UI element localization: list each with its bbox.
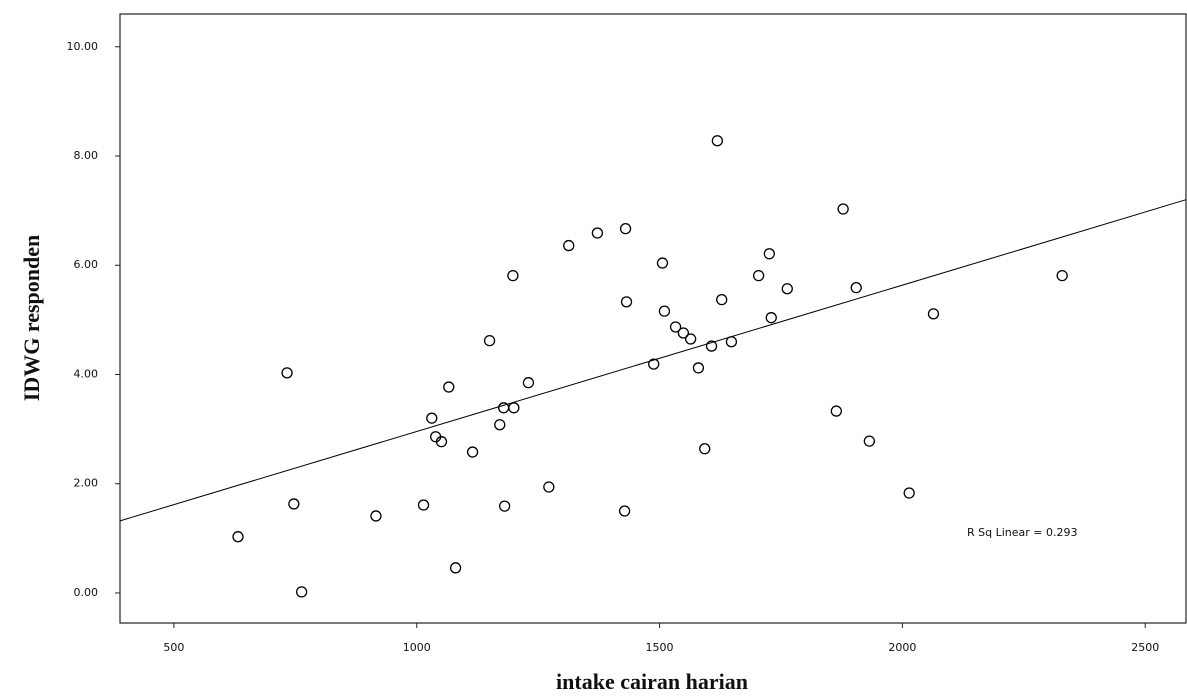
point xyxy=(288,498,300,510)
point xyxy=(618,505,631,517)
fit-line xyxy=(119,199,1187,522)
point xyxy=(830,405,842,417)
point xyxy=(295,586,308,598)
point xyxy=(522,377,535,389)
point xyxy=(699,443,711,455)
point xyxy=(850,281,862,294)
point xyxy=(677,327,690,339)
point xyxy=(765,312,777,324)
x-tick-label: 1000 xyxy=(403,641,431,654)
point xyxy=(711,135,723,147)
point xyxy=(232,531,244,543)
y-tick-label: 10.00 xyxy=(67,40,99,53)
y-tick-label: 2.00 xyxy=(74,477,99,490)
point xyxy=(466,446,479,458)
point xyxy=(426,412,438,424)
plot-frame xyxy=(119,13,1187,624)
x-tick-label: 2500 xyxy=(1131,641,1159,654)
y-tick-label: 4.00 xyxy=(74,367,99,380)
point xyxy=(619,223,632,235)
point xyxy=(837,203,849,215)
x-tick-label: 500 xyxy=(163,641,184,654)
point xyxy=(763,248,775,260)
point xyxy=(658,305,671,317)
point xyxy=(620,296,633,308)
y-tick-label: 6.00 xyxy=(74,258,99,271)
point xyxy=(692,362,705,374)
point xyxy=(1056,269,1068,282)
point xyxy=(281,367,293,379)
point xyxy=(656,257,669,269)
y-tick-label: 0.00 xyxy=(74,586,99,599)
x-tick-label: 1500 xyxy=(646,641,674,654)
point xyxy=(725,336,738,348)
point xyxy=(863,435,876,447)
annotation: R Sq Linear = 0.293 xyxy=(967,526,1078,539)
point xyxy=(494,419,506,431)
point xyxy=(684,333,697,345)
y-tick-label: 8.00 xyxy=(74,149,99,162)
point xyxy=(435,436,448,448)
point xyxy=(507,269,519,282)
point xyxy=(591,227,604,239)
point xyxy=(449,562,462,574)
point xyxy=(370,510,382,522)
point xyxy=(563,239,575,252)
point xyxy=(705,340,718,352)
y-axis-label: IDWG responden xyxy=(19,235,44,401)
point xyxy=(498,402,510,414)
point xyxy=(903,487,915,499)
x-axis-label: intake cairan harian xyxy=(556,669,748,694)
point xyxy=(483,334,496,347)
point xyxy=(443,381,455,393)
point xyxy=(927,308,940,320)
point xyxy=(648,358,660,370)
point xyxy=(543,481,555,493)
x-tick-label: 2000 xyxy=(888,641,916,654)
point xyxy=(417,499,430,511)
point xyxy=(716,294,728,306)
point xyxy=(669,321,682,333)
point xyxy=(752,269,765,282)
point xyxy=(508,402,520,414)
point xyxy=(498,500,511,512)
point xyxy=(781,283,793,295)
